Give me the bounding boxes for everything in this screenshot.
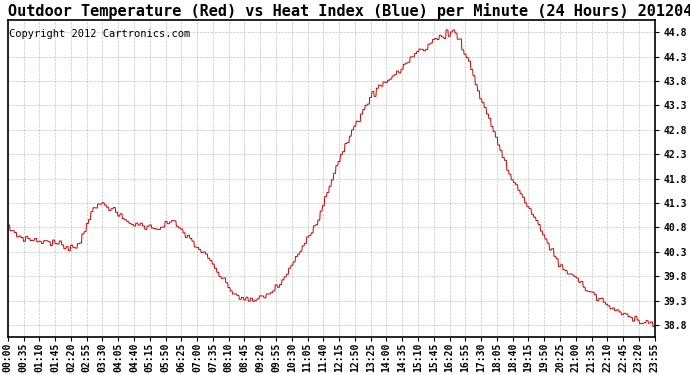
Text: Outdoor Temperature (Red) vs Heat Index (Blue) per Minute (24 Hours) 20120420: Outdoor Temperature (Red) vs Heat Index … [8, 3, 690, 19]
Text: Copyright 2012 Cartronics.com: Copyright 2012 Cartronics.com [9, 30, 190, 39]
